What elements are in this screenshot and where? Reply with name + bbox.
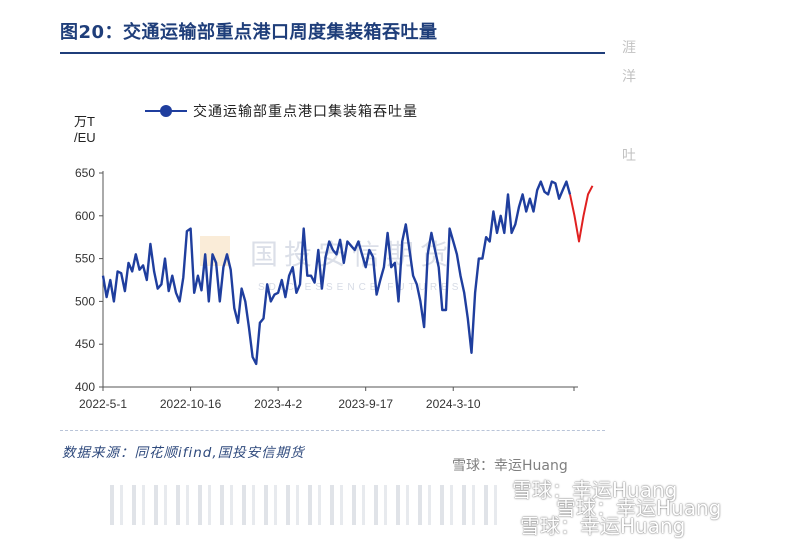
- figure-title: 图20：交通运输部重点港口周度集装箱吞吐量: [60, 22, 438, 43]
- chart-legend: 交通运输部重点港口集装箱吞吐量: [145, 101, 418, 121]
- y-tick-label: 400: [75, 380, 95, 394]
- social-watermark-3: 雪球：幸运Huang: [556, 496, 722, 520]
- y-tick-label: 450: [75, 337, 95, 351]
- y-axis-unit: 万T /EU: [74, 114, 96, 145]
- y-tick-label: 600: [75, 209, 95, 223]
- x-tick-label: 2023-4-2: [254, 397, 302, 411]
- y-tick-label: 550: [75, 252, 95, 266]
- social-watermark-1: 雪球：幸运Huang: [452, 458, 568, 474]
- y-tick-label: 650: [75, 166, 95, 180]
- side-fragment-3: 吐: [622, 148, 636, 164]
- side-fragment-1: 涯: [622, 40, 636, 56]
- source-note: 数据来源：同花顺ifind,国投安信期货: [62, 445, 305, 461]
- legend-label: 交通运输部重点港口集装箱吞吐量: [193, 104, 418, 120]
- side-fragment-2: 洋: [622, 69, 636, 85]
- title-divider: [60, 52, 605, 54]
- y-tick-label: 500: [75, 294, 95, 308]
- annotation-stroke: [569, 185, 594, 243]
- series-line-throughput: [101, 180, 572, 366]
- social-watermark-2: 雪球：幸运Huang: [512, 478, 678, 502]
- x-tick-label: 2023-9-17: [338, 397, 393, 411]
- source-divider: [60, 430, 605, 431]
- x-tick-label: 2022-10-16: [160, 397, 222, 411]
- x-tick-label: 2024-3-10: [426, 397, 481, 411]
- x-tick-label: 2022-5-1: [79, 397, 127, 411]
- legend-marker-icon: [145, 104, 187, 118]
- blurred-text-strip: [110, 485, 500, 525]
- social-watermark-4: 雪球：幸运Huang: [520, 514, 686, 538]
- watermark-logo-subtext: SDIC ESSENCE FUTURES: [258, 282, 463, 293]
